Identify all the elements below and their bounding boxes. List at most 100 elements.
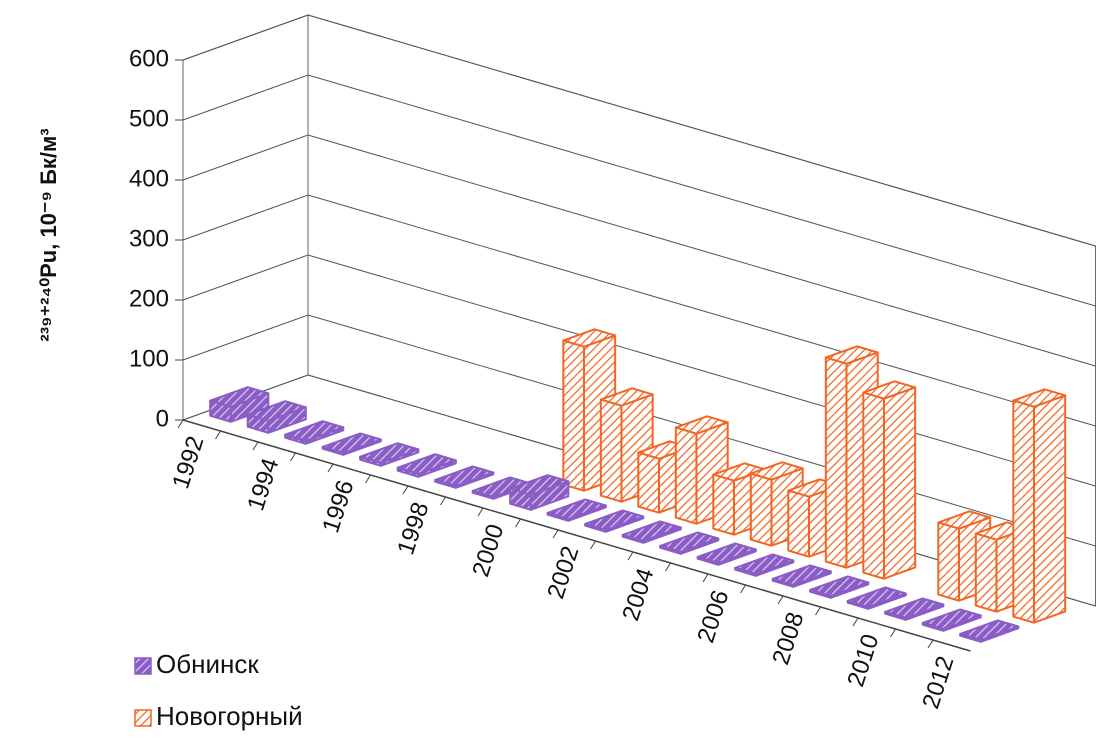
x-tick-label: 2000 [467,521,509,580]
y-tick-label: 300 [129,225,169,252]
bar [846,586,907,610]
bar [396,453,457,478]
bar-side [1032,394,1067,624]
bar-front [809,588,832,599]
x-tick [515,518,521,528]
x-tick [402,485,409,495]
y-tick-label: 400 [129,165,169,192]
x-tick [440,496,446,506]
x-tick-label: 1996 [317,477,359,536]
bar-front [884,610,907,621]
x-tick [477,507,484,517]
bar-front [824,356,848,569]
bar [696,542,757,566]
bar [584,509,645,533]
x-tick-label: 2002 [542,543,584,602]
legend-label: Новогорный [156,701,303,731]
bar-front [974,532,998,613]
bar [284,420,345,445]
x-tick [590,540,596,550]
bar-front [509,487,532,511]
x-tick-label: 1998 [392,499,434,558]
bar-front [937,521,960,602]
bar-front [1012,399,1035,624]
x-tick [552,529,559,539]
legend-swatch [134,657,152,675]
bar-front [599,398,623,503]
bar-front [562,339,585,492]
bar [621,520,682,544]
bar [509,474,570,511]
x-tick-label: 2012 [917,653,959,712]
bar-front [712,473,735,536]
bar-front [846,599,870,610]
x-tick [365,474,371,484]
x-tick-label: 2006 [692,587,734,646]
bar-front [434,478,457,489]
bar-front [787,489,810,558]
x-tick [890,628,896,638]
x-tick [702,573,709,583]
bar-front [637,451,660,514]
y-tick-label: 0 [156,405,169,432]
bar [809,575,870,599]
bar-front [246,413,270,434]
x-tick-label: 2010 [842,631,884,690]
y-tick-label: 600 [129,45,169,72]
x-tick [290,452,296,462]
bar-front [284,433,307,445]
bar [659,531,720,555]
bar-front [749,472,773,547]
legend-swatch [134,709,152,727]
bar-front [471,489,495,500]
bar-side [882,386,917,580]
bar-front [959,632,982,643]
bar [434,465,495,489]
x-tick [777,595,784,605]
legend-label: Обнинск [156,649,259,679]
x-tick-label: 2008 [767,609,809,668]
x-tick-label: 1992 [167,433,209,492]
bar-front [734,566,757,577]
grid-line [182,134,1096,367]
bar-front [621,533,645,544]
bar-front [209,399,232,423]
grid-line [182,74,1096,307]
grid-line [182,14,1096,247]
y-tick-label: 500 [129,105,169,132]
bar [321,432,382,456]
bar-front [546,511,570,522]
x-tick [252,441,259,451]
x-axis [182,419,971,652]
bar-front [321,445,345,456]
x-tick-label: 1994 [242,455,284,514]
bar-front [862,391,885,580]
x-tick [927,639,934,649]
bar-front [696,555,720,566]
bar-front [396,466,420,478]
x-tick [177,419,184,429]
x-tick [740,584,746,594]
bar-front [584,522,607,533]
y-tick-label: 100 [129,345,169,372]
x-tick [852,617,859,627]
x-tick [215,430,221,440]
y-tick-label: 200 [129,285,169,312]
bar [546,498,607,522]
x-tick [815,606,821,616]
bar-front [359,455,382,467]
y-axis-title: ²³⁹⁺²⁴⁰Pu, 10⁻⁹ Бк/м³ [36,128,61,341]
bar-front [674,426,698,525]
bar [921,608,982,632]
bar [734,553,795,577]
grid-line [182,194,1096,427]
x-tick-label: 2004 [617,565,659,624]
bar [959,619,1020,643]
bar [862,380,917,580]
bar-front [659,544,682,555]
bar [771,564,832,588]
bar-front [771,577,795,588]
x-tick [327,463,334,473]
bar [359,442,420,467]
